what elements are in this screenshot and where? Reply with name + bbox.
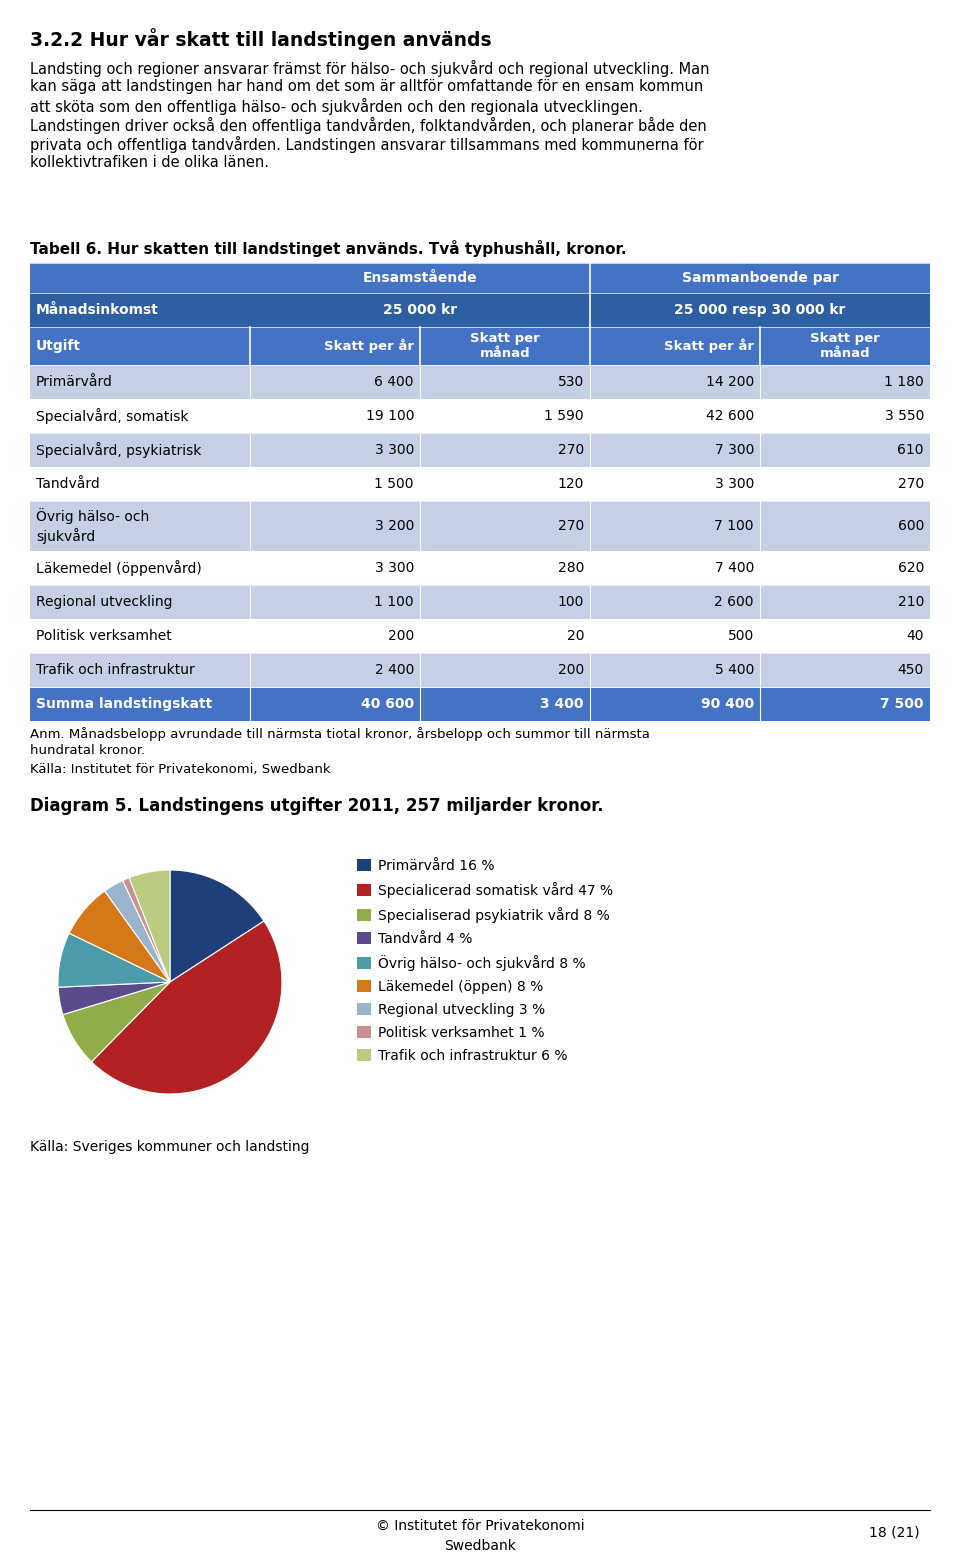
Text: 100: 100 bbox=[558, 595, 584, 609]
Wedge shape bbox=[105, 880, 170, 982]
FancyBboxPatch shape bbox=[30, 467, 930, 502]
Text: 20: 20 bbox=[566, 629, 584, 643]
Text: 5 400: 5 400 bbox=[714, 664, 754, 678]
Wedge shape bbox=[69, 891, 170, 982]
FancyBboxPatch shape bbox=[30, 365, 930, 399]
Text: Primärvård: Primärvård bbox=[36, 375, 113, 390]
Text: 18 (21): 18 (21) bbox=[870, 1525, 920, 1539]
Wedge shape bbox=[130, 869, 170, 982]
FancyBboxPatch shape bbox=[30, 433, 930, 467]
Text: Källa: Institutet för Privatekonomi, Swedbank: Källa: Institutet för Privatekonomi, Swe… bbox=[30, 763, 330, 776]
Text: 19 100: 19 100 bbox=[366, 410, 414, 424]
Text: 270: 270 bbox=[558, 519, 584, 533]
Text: 3 400: 3 400 bbox=[540, 696, 584, 710]
Text: Skatt per år: Skatt per år bbox=[664, 338, 754, 354]
Text: Ensamstående: Ensamstående bbox=[363, 271, 477, 285]
Legend: Primärvård 16 %, Specialicerad somatisk vård 47 %, Specialiserad psykiatrik vård: Primärvård 16 %, Specialicerad somatisk … bbox=[357, 858, 612, 1063]
Text: 40 600: 40 600 bbox=[361, 696, 414, 710]
Text: 42 600: 42 600 bbox=[706, 410, 754, 424]
Text: 270: 270 bbox=[558, 442, 584, 456]
Text: 2 400: 2 400 bbox=[374, 664, 414, 678]
Wedge shape bbox=[91, 921, 282, 1094]
Text: 3 300: 3 300 bbox=[374, 561, 414, 575]
Text: 450: 450 bbox=[898, 664, 924, 678]
Text: Landstingen driver också den offentliga tandvården, folktandvården, och planerar: Landstingen driver också den offentliga … bbox=[30, 117, 707, 134]
Text: 3.2.2 Hur vår skatt till landstingen används: 3.2.2 Hur vår skatt till landstingen anv… bbox=[30, 28, 492, 50]
Text: 3 550: 3 550 bbox=[884, 410, 924, 424]
Text: 280: 280 bbox=[558, 561, 584, 575]
Wedge shape bbox=[58, 933, 170, 988]
Text: Regional utveckling: Regional utveckling bbox=[36, 595, 173, 609]
Text: Tabell 6. Hur skatten till landstinget används. Två typhushåll, kronor.: Tabell 6. Hur skatten till landstinget a… bbox=[30, 240, 627, 257]
Text: Utgift: Utgift bbox=[36, 340, 81, 354]
Text: 210: 210 bbox=[898, 595, 924, 609]
Text: hundratal kronor.: hundratal kronor. bbox=[30, 745, 145, 757]
FancyBboxPatch shape bbox=[30, 263, 930, 293]
Text: Källa: Sveriges kommuner och landsting: Källa: Sveriges kommuner och landsting bbox=[30, 1140, 309, 1154]
Text: 6 400: 6 400 bbox=[374, 375, 414, 390]
Text: Månadsinkomst: Månadsinkomst bbox=[36, 302, 158, 316]
FancyBboxPatch shape bbox=[30, 552, 930, 584]
Text: Läkemedel (öppenvård): Läkemedel (öppenvård) bbox=[36, 559, 202, 576]
Text: 7 400: 7 400 bbox=[714, 561, 754, 575]
Text: 200: 200 bbox=[388, 629, 414, 643]
Text: Skatt per år: Skatt per år bbox=[324, 338, 414, 354]
Text: 600: 600 bbox=[898, 519, 924, 533]
Text: 120: 120 bbox=[558, 477, 584, 491]
Text: 1 180: 1 180 bbox=[884, 375, 924, 390]
Text: 14 200: 14 200 bbox=[706, 375, 754, 390]
Text: privata och offentliga tandvården. Landstingen ansvarar tillsammans med kommuner: privata och offentliga tandvården. Lands… bbox=[30, 136, 704, 153]
Text: Specialvård, psykiatrisk: Specialvård, psykiatrisk bbox=[36, 442, 202, 458]
Text: Sammanboende par: Sammanboende par bbox=[682, 271, 838, 285]
Text: 2 600: 2 600 bbox=[714, 595, 754, 609]
Text: 500: 500 bbox=[728, 629, 754, 643]
Text: 25 000 resp 30 000 kr: 25 000 resp 30 000 kr bbox=[674, 302, 846, 316]
Text: 7 300: 7 300 bbox=[714, 442, 754, 456]
Text: kan säga att landstingen har hand om det som är alltför omfattande för en ensam : kan säga att landstingen har hand om det… bbox=[30, 79, 704, 93]
Text: Summa landstingskatt: Summa landstingskatt bbox=[36, 696, 212, 710]
FancyBboxPatch shape bbox=[30, 502, 930, 552]
Text: kollektivtrafiken i de olika länen.: kollektivtrafiken i de olika länen. bbox=[30, 154, 269, 170]
Text: Diagram 5. Landstingens utgifter 2011, 257 miljarder kronor.: Diagram 5. Landstingens utgifter 2011, 2… bbox=[30, 798, 604, 815]
Text: Anm. Månadsbelopp avrundade till närmsta tiotal kronor, årsbelopp och summor til: Anm. Månadsbelopp avrundade till närmsta… bbox=[30, 728, 650, 742]
Text: Skatt per
månad: Skatt per månad bbox=[470, 332, 540, 360]
Text: Politisk verksamhet: Politisk verksamhet bbox=[36, 629, 172, 643]
FancyBboxPatch shape bbox=[30, 399, 930, 433]
Text: 25 000 kr: 25 000 kr bbox=[383, 302, 457, 316]
Wedge shape bbox=[123, 877, 170, 982]
Text: 1 500: 1 500 bbox=[374, 477, 414, 491]
Text: 1 100: 1 100 bbox=[374, 595, 414, 609]
FancyBboxPatch shape bbox=[30, 584, 930, 619]
Text: 40: 40 bbox=[906, 629, 924, 643]
Text: 3 200: 3 200 bbox=[374, 519, 414, 533]
Text: att sköta som den offentliga hälso- och sjukvården och den regionala utvecklinge: att sköta som den offentliga hälso- och … bbox=[30, 98, 643, 115]
Text: © Institutet för Privatekonomi
Swedbank: © Institutet för Privatekonomi Swedbank bbox=[375, 1519, 585, 1552]
Text: Tandvård: Tandvård bbox=[36, 477, 100, 491]
Wedge shape bbox=[62, 982, 170, 1063]
Text: 620: 620 bbox=[898, 561, 924, 575]
FancyBboxPatch shape bbox=[30, 653, 930, 687]
Text: Skatt per
månad: Skatt per månad bbox=[810, 332, 880, 360]
Text: 270: 270 bbox=[898, 477, 924, 491]
Text: Trafik och infrastruktur: Trafik och infrastruktur bbox=[36, 664, 195, 678]
Text: 7 100: 7 100 bbox=[714, 519, 754, 533]
Text: 610: 610 bbox=[898, 442, 924, 456]
FancyBboxPatch shape bbox=[30, 687, 930, 721]
Text: 90 400: 90 400 bbox=[701, 696, 754, 710]
Text: 1 590: 1 590 bbox=[544, 410, 584, 424]
Text: Specialvård, somatisk: Specialvård, somatisk bbox=[36, 408, 188, 424]
Text: 3 300: 3 300 bbox=[374, 442, 414, 456]
Text: 200: 200 bbox=[558, 664, 584, 678]
FancyBboxPatch shape bbox=[30, 327, 930, 365]
FancyBboxPatch shape bbox=[30, 619, 930, 653]
Wedge shape bbox=[170, 869, 264, 982]
Text: 3 300: 3 300 bbox=[714, 477, 754, 491]
Text: 530: 530 bbox=[558, 375, 584, 390]
Text: Landsting och regioner ansvarar främst för hälso- och sjukvård och regional utve: Landsting och regioner ansvarar främst f… bbox=[30, 61, 709, 76]
Text: 7 500: 7 500 bbox=[880, 696, 924, 710]
FancyBboxPatch shape bbox=[30, 293, 930, 327]
Wedge shape bbox=[59, 982, 170, 1014]
Text: Övrig hälso- och
sjukvård: Övrig hälso- och sjukvård bbox=[36, 508, 149, 544]
